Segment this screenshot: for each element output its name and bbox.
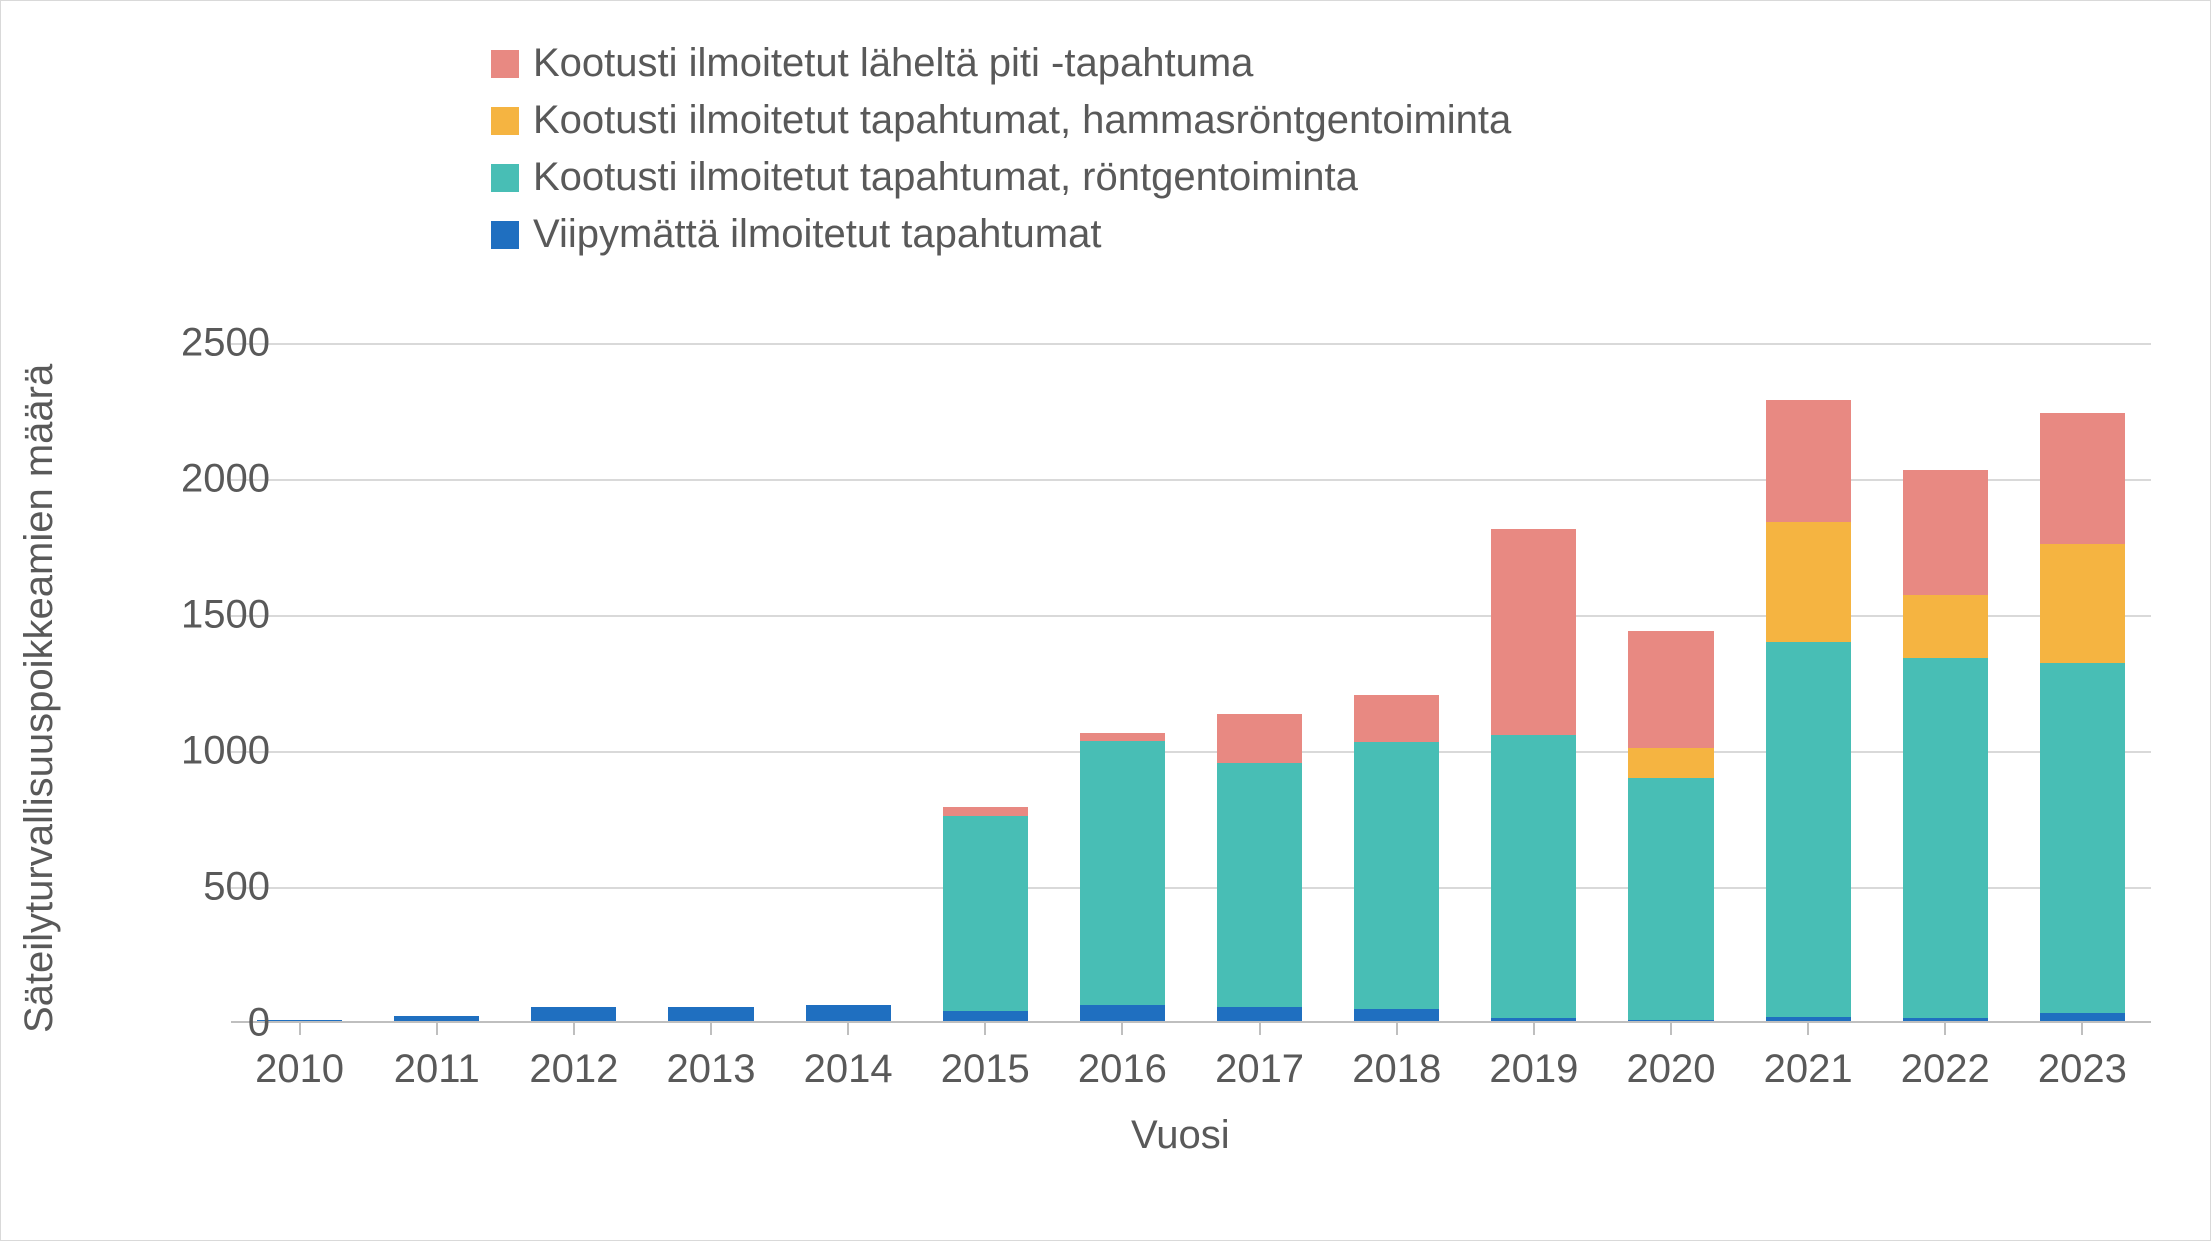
bar-segment [2040,1013,2125,1021]
y-tick-label: 2000 [181,457,270,502]
plot-area [231,343,2151,1023]
bar-segment [943,807,1028,815]
x-tick [984,1021,986,1035]
gridline [231,343,2151,345]
x-tick [573,1021,575,1035]
legend-item: Viipymättä ilmoitetut tapahtumat [491,212,1511,257]
legend-swatch [491,107,519,135]
bar-segment [1628,631,1713,748]
x-tick-label: 2012 [529,1047,618,1092]
x-tick [1533,1021,1535,1035]
bar-segment [1491,735,1576,1018]
bar-segment [1903,470,1988,595]
x-tick-label: 2010 [255,1047,344,1092]
y-tick-label: 0 [248,1001,270,1046]
x-tick [1670,1021,1672,1035]
legend-item: Kootusti ilmoitetut tapahtumat, röntgent… [491,155,1511,200]
gridline [231,479,2151,481]
x-tick-label: 2018 [1352,1047,1441,1092]
bar-segment [1491,1018,1576,1021]
x-axis-title: Vuosi [1131,1113,1230,1158]
x-tick [1121,1021,1123,1035]
legend-label: Kootusti ilmoitetut tapahtumat, röntgent… [533,155,1358,200]
bar-segment [1080,733,1165,741]
legend-swatch [491,50,519,78]
bar-segment [943,1011,1028,1021]
y-tick-label: 500 [203,865,270,910]
bar-segment [1354,1009,1439,1021]
legend-item: Kootusti ilmoitetut läheltä piti -tapaht… [491,41,1511,86]
x-tick-label: 2017 [1215,1047,1304,1092]
bar-segment [1354,695,1439,743]
x-tick-label: 2020 [1627,1047,1716,1092]
bar-segment [1903,595,1988,658]
x-tick-label: 2022 [1901,1047,1990,1092]
bar-segment [2040,663,2125,1013]
y-axis-title: Säteilyturvallisuuspoikkeamien määrä [17,364,62,1033]
bar-segment [1080,1005,1165,1021]
legend-label: Kootusti ilmoitetut tapahtumat, hammasrö… [533,98,1511,143]
legend-item: Kootusti ilmoitetut tapahtumat, hammasrö… [491,98,1511,143]
x-tick-label: 2013 [667,1047,756,1092]
bar-segment [1766,642,1851,1017]
bar-segment [1491,529,1576,736]
x-tick [299,1021,301,1035]
x-tick-label: 2014 [804,1047,893,1092]
x-tick-label: 2023 [2038,1047,2127,1092]
legend-swatch [491,164,519,192]
legend-label: Viipymättä ilmoitetut tapahtumat [533,212,1101,257]
bar-segment [1766,522,1851,642]
bar-segment [1217,1007,1302,1021]
x-tick [2081,1021,2083,1035]
bar-segment [1354,742,1439,1009]
bar-segment [1903,1018,1988,1021]
y-tick-label: 2500 [181,321,270,366]
bar-segment [1217,714,1302,763]
x-tick [710,1021,712,1035]
x-tick-label: 2011 [394,1047,480,1092]
legend-swatch [491,221,519,249]
bar-segment [531,1007,616,1021]
bar-segment [1628,778,1713,1020]
bar-segment [1628,748,1713,778]
gridline [231,615,2151,617]
x-tick [1807,1021,1809,1035]
x-tick-label: 2021 [1764,1047,1853,1092]
bar-segment [806,1005,891,1021]
x-tick-label: 2015 [941,1047,1030,1092]
bar-segment [668,1007,753,1021]
x-tick [847,1021,849,1035]
x-tick [1944,1021,1946,1035]
y-tick-label: 1000 [181,729,270,774]
legend: Kootusti ilmoitetut läheltä piti -tapaht… [491,41,1511,269]
bar-segment [1080,741,1165,1005]
x-tick [436,1021,438,1035]
bar-segment [1628,1020,1713,1021]
x-tick [1259,1021,1261,1035]
x-tick-label: 2019 [1489,1047,1578,1092]
bar-segment [1217,763,1302,1008]
bar-segment [1903,658,1988,1018]
gridline [231,887,2151,889]
bar-segment [2040,413,2125,544]
chart-container: Kootusti ilmoitetut läheltä piti -tapaht… [0,0,2211,1241]
bar-segment [1766,400,1851,522]
bar-segment [394,1016,479,1021]
x-tick [1396,1021,1398,1035]
x-tick-label: 2016 [1078,1047,1167,1092]
bar-segment [943,816,1028,1012]
y-tick-label: 1500 [181,593,270,638]
legend-label: Kootusti ilmoitetut läheltä piti -tapaht… [533,41,1253,86]
bar-segment [1766,1017,1851,1021]
bar-segment [2040,544,2125,664]
gridline [231,751,2151,753]
